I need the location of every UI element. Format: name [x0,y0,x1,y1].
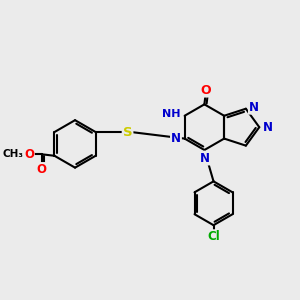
Text: O: O [24,148,34,161]
Text: N: N [249,101,259,114]
Text: O: O [201,83,211,97]
Text: O: O [37,163,47,176]
Text: NH: NH [162,109,180,119]
Text: N: N [263,121,273,134]
Text: N: N [200,152,209,164]
Text: CH₃: CH₃ [3,149,24,159]
Text: Cl: Cl [207,230,220,243]
Text: S: S [123,125,132,139]
Text: N: N [171,132,181,145]
